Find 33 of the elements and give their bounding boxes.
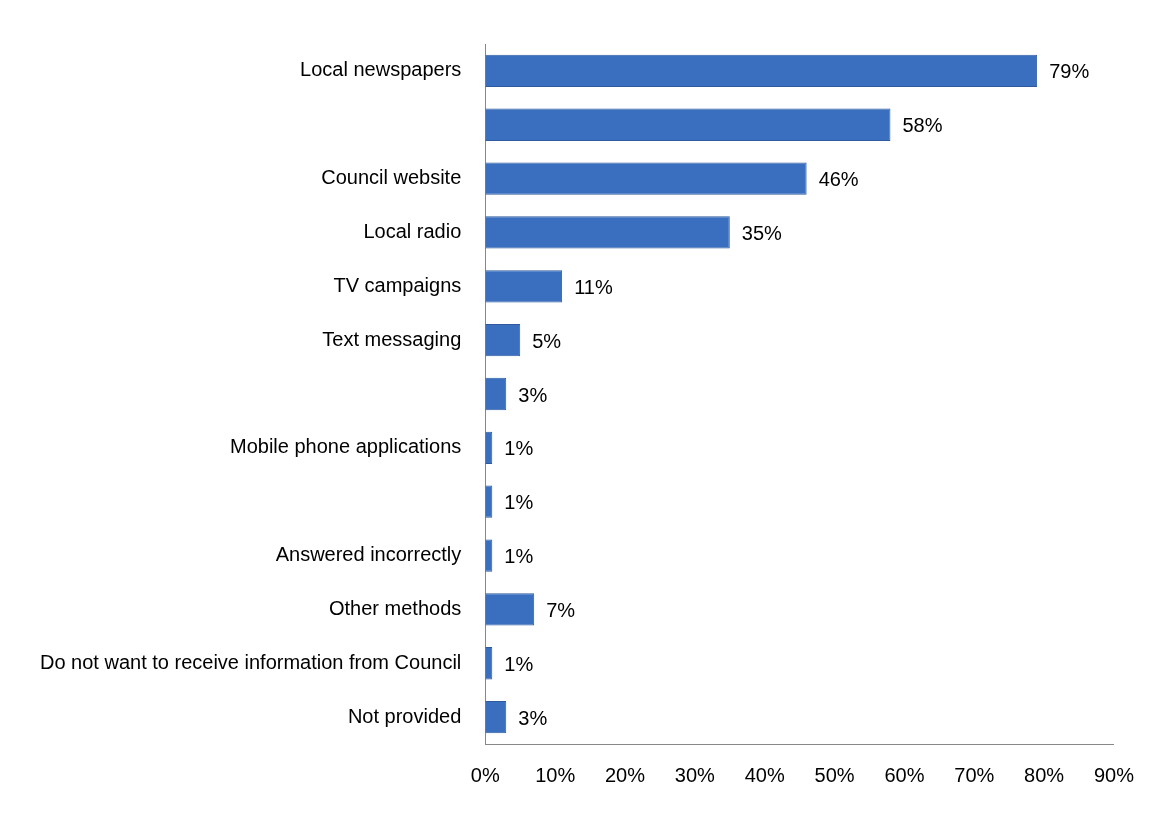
y-tick-label: TV campaigns xyxy=(333,273,462,296)
y-tick-label: Answered incorrectly xyxy=(275,543,462,566)
y-tick-label: Local radio xyxy=(363,219,462,242)
x-tick-label: 70% xyxy=(954,763,995,786)
x-tick-label: 0% xyxy=(470,763,500,786)
data-label: 11% xyxy=(574,275,613,298)
data-label: 3% xyxy=(518,706,548,729)
x-tick-label: 80% xyxy=(1024,763,1065,786)
data-label: 1% xyxy=(504,491,534,514)
data-label: 58% xyxy=(902,114,943,137)
x-tick-label: 90% xyxy=(1093,763,1135,786)
x-tick-label: 60% xyxy=(884,763,925,786)
data-label: 5% xyxy=(532,329,562,352)
data-label: 46% xyxy=(818,168,859,191)
y-tick-label: Mobile phone applications xyxy=(230,435,462,458)
x-tick-label: 30% xyxy=(674,763,716,786)
x-tick-label: 40% xyxy=(744,763,785,786)
x-tick-label: 20% xyxy=(604,763,646,786)
x-tick-label: 50% xyxy=(814,763,855,786)
y-tick-label: Other methods xyxy=(329,596,462,619)
data-label: 1% xyxy=(504,652,534,675)
data-label: 1% xyxy=(504,545,534,568)
y-tick-label: Text messaging xyxy=(322,327,462,350)
data-label: 35% xyxy=(741,221,783,244)
y-tick-label: Local newspapers xyxy=(300,58,462,81)
y-tick-label: Not provided xyxy=(347,704,462,727)
y-tick-label: Do not want to receive information from Council xyxy=(39,650,462,673)
data-label: 3% xyxy=(518,383,548,406)
data-label: 7% xyxy=(546,598,576,621)
y-tick-label: Council website xyxy=(321,166,462,189)
x-tick-label: 10% xyxy=(535,763,576,786)
data-label: 79% xyxy=(1049,60,1090,83)
data-label: 1% xyxy=(504,437,534,460)
